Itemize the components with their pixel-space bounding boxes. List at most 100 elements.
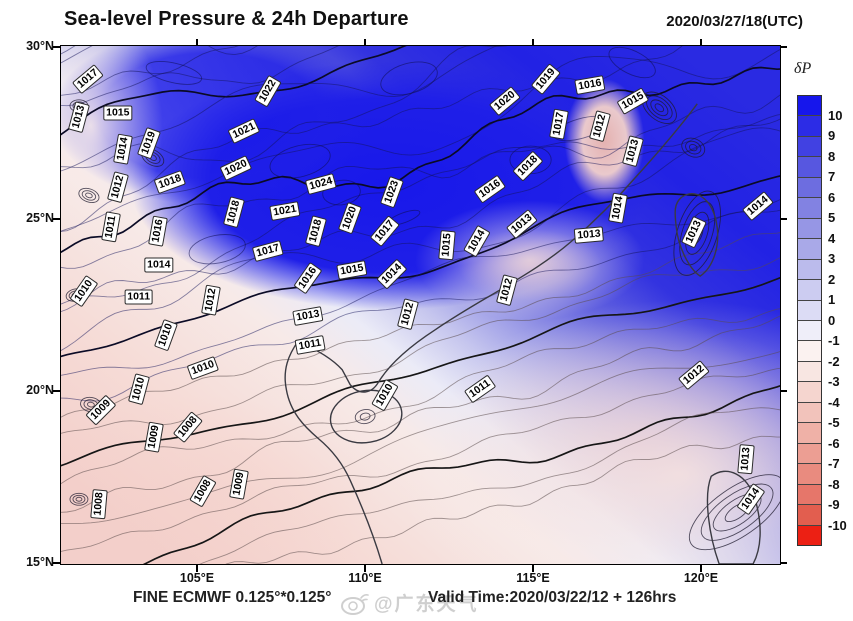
colorbar-cell [798, 423, 821, 444]
pressure-contour-label: 1014 [741, 190, 774, 221]
pressure-contour-label: 1012 [106, 171, 129, 204]
pressure-contour-label: 1014 [736, 482, 766, 516]
colorbar-cell [798, 402, 821, 424]
pressure-contour-label: 1016 [473, 174, 506, 205]
lat-tick-label: 25°N [26, 211, 54, 226]
pressure-contour-label: 1015 [103, 105, 133, 121]
pressure-contour-label: 1021 [269, 201, 302, 222]
colorbar-tick-label: -2 [828, 353, 840, 369]
pressure-contour-label: 1018 [305, 215, 328, 248]
pressure-contour-label: 1012 [588, 109, 611, 142]
colorbar-tick-label: 3 [828, 251, 836, 266]
lon-tick-label: 105°E [179, 571, 215, 585]
lon-tick-mark [196, 39, 198, 45]
pressure-contour-label: 1014 [608, 192, 629, 224]
pressure-contour-label: 1011 [295, 334, 326, 355]
lon-tick-mark [532, 39, 534, 45]
pressure-contour-label: 1011 [464, 375, 497, 404]
colorbar-tick-label: -1 [828, 333, 840, 348]
pressure-contour-label: 1018 [223, 196, 246, 229]
pressure-map: 1017 1015 1013 1014 1019 1022 1021 1020 1018 1012… [60, 45, 781, 565]
colorbar-tick-label: 2 [828, 271, 836, 287]
lon-tick-mark [700, 39, 702, 45]
pressure-contour-label: 1017 [71, 63, 104, 94]
pressure-contour-label: 1013 [505, 209, 538, 240]
map-canvas [61, 46, 780, 564]
coastlines [284, 103, 761, 564]
colorbar-cell [798, 239, 821, 260]
pressure-contour-label: 1016 [293, 261, 323, 295]
pressure-contour-label: 1015 [336, 260, 368, 281]
pressure-contour-label: 1020 [219, 154, 253, 181]
pressure-contour-label: 1015 [616, 87, 650, 115]
colorbar-tick-label: -6 [828, 435, 840, 451]
pressure-contour-label: 1023 [379, 175, 404, 208]
colorbar-tick-label: -5 [828, 415, 840, 430]
colorbar-cell [798, 361, 821, 383]
lon-tick-label: 110°E [348, 571, 382, 585]
lon-tick-label: 115°E [516, 571, 550, 585]
lon-tick-mark [196, 565, 198, 572]
colorbar-cell [798, 136, 821, 158]
pressure-contour-label: 1018 [153, 169, 186, 194]
lat-tick-label: 15°N [26, 554, 54, 569]
colorbar-cell [798, 96, 821, 117]
pressure-contour-label: 1013 [574, 226, 605, 244]
colorbar-tick-label: -3 [828, 374, 840, 389]
lon-tick-label: 120°E [683, 571, 719, 585]
pressure-contour-label: 1014 [112, 132, 133, 165]
lat-tick-mark [53, 562, 60, 564]
colorbar-tick-label: -10 [828, 517, 847, 533]
pressure-contour-label: 1022 [254, 74, 282, 108]
pressure-contour-label: 1012 [678, 359, 711, 391]
lon-tick-mark [532, 565, 534, 572]
pressure-contour-label: 1014 [462, 224, 491, 258]
pressure-contour-label: 1012 [397, 297, 420, 330]
pressure-contour-label: 1009 [228, 468, 249, 500]
watermark: @广东天气 [340, 589, 479, 616]
colorbar-cell [798, 116, 821, 137]
pressure-contour-label: 1014 [376, 258, 408, 290]
pressure-contour-label: 1021 [227, 118, 261, 145]
pressure-contour-label: 1017 [370, 215, 401, 248]
pressure-contour-label: 1013 [291, 305, 324, 326]
lat-tick-mark [781, 390, 787, 392]
colorbar-tick-label: 10 [828, 107, 843, 123]
pressure-contour-label: 1011 [124, 289, 154, 305]
pressure-contour-label: 1017 [251, 240, 285, 263]
colorbar-tick-label: 0 [828, 312, 836, 328]
colorbar-tick-label: 7 [828, 169, 836, 184]
pressure-contour-label: 1009 [84, 393, 117, 426]
colorbar-cell [798, 320, 821, 342]
colorbar-tick-label: 4 [828, 230, 836, 246]
pressure-contour-label: 1013 [67, 101, 91, 134]
lat-tick-mark [781, 46, 787, 48]
page-title: Sea-level Pressure & 24h Departure [64, 8, 409, 30]
pressure-contour-label: 1013 [737, 444, 755, 475]
pressure-contour-label: 1008 [188, 475, 217, 508]
pressure-contour-label: 1014 [144, 257, 174, 273]
colorbar-tick-label: -9 [828, 497, 840, 512]
weibo-logo-icon [341, 593, 369, 615]
model-info: FINE ECMWF 0.125°*0.125° [133, 589, 332, 606]
colorbar-tick-label: -8 [828, 476, 840, 492]
pressure-contour-label: 1010 [153, 318, 179, 352]
lat-tick-mark [781, 218, 787, 220]
colorbar-cell [798, 259, 821, 281]
colorbar-cell [798, 157, 821, 178]
pressure-label-layer: 1017 1015 1013 1014 1019 1022 1021 1020 1018 1012… [61, 46, 780, 564]
colorbar-cell [798, 382, 821, 403]
lat-tick-label: 30°N [26, 39, 54, 54]
colorbar-tick-label: 6 [828, 189, 836, 205]
pressure-contour-label: 1017 [548, 107, 569, 140]
pressure-contour-label: 1019 [531, 62, 562, 95]
colorbar-cell [798, 484, 821, 506]
colorbar-title: δP [794, 60, 812, 77]
lat-tick-label: 20°N [26, 382, 54, 397]
pressure-contour-label: 1018 [511, 149, 544, 182]
colorbar-tick-label: 9 [828, 128, 836, 143]
colorbar-tick-label: -7 [828, 456, 840, 471]
colorbar-cell [798, 198, 821, 219]
pressure-contour-label: 1010 [186, 355, 220, 380]
lon-tick-mark [364, 565, 366, 572]
